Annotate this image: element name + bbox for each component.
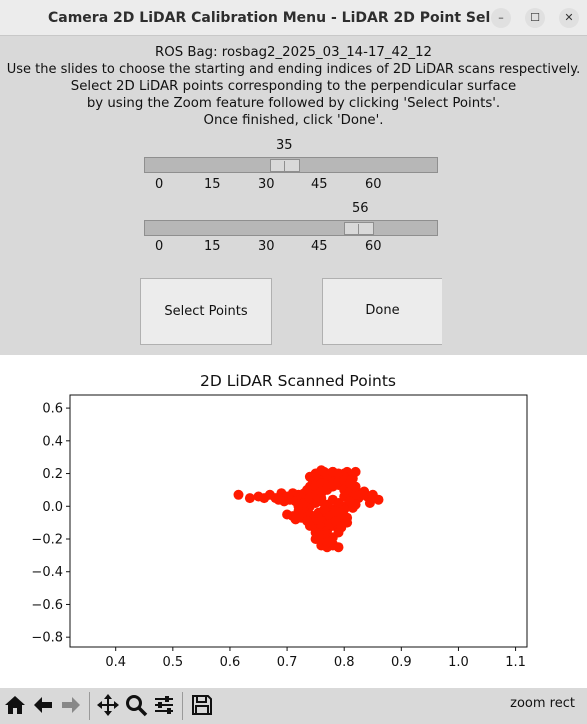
x-tick-label: 0.6	[220, 655, 241, 670]
start-slider-tick: 0	[155, 177, 164, 192]
y-tick-label: −0.8	[31, 631, 63, 646]
y-tick-label: −0.6	[31, 598, 63, 613]
scatter-point	[322, 537, 333, 548]
toolbar-separator	[182, 692, 183, 720]
instruction-line-1: Use the slides to choose the starting an…	[6, 62, 581, 77]
chart-title: 2D LiDAR Scanned Points	[200, 372, 396, 390]
end-slider-handle[interactable]	[344, 222, 374, 235]
maximize-button[interactable]: ☐	[525, 8, 545, 28]
scatter-point	[244, 493, 255, 504]
pan-icon[interactable]	[95, 693, 121, 719]
start-slider-tick: 60	[365, 177, 382, 192]
end-slider-tick: 45	[311, 239, 328, 254]
scatter-point	[333, 542, 344, 553]
scatter-point	[282, 509, 293, 520]
scatter-point	[319, 504, 330, 515]
forward-arrow-icon[interactable]	[58, 693, 84, 719]
navigation-toolbar: zoom rect	[0, 688, 587, 724]
toolbar-mode-text: zoom rect	[510, 696, 575, 711]
scatter-point	[330, 516, 341, 526]
x-tick-label: 0.9	[391, 655, 412, 670]
y-tick-label: 0.0	[42, 500, 63, 515]
minimize-button[interactable]: –	[491, 8, 511, 28]
title-bar: Camera 2D LiDAR Calibration Menu - LiDAR…	[0, 0, 587, 36]
start-slider-value: 35	[276, 138, 293, 153]
save-icon[interactable]	[189, 693, 215, 719]
y-tick-label: −0.4	[31, 565, 63, 580]
start-slider-tick: 15	[204, 177, 221, 192]
rosbag-label: ROS Bag: rosbag2_2025_03_14-17_42_12	[155, 45, 432, 60]
zoom-icon[interactable]	[123, 693, 149, 719]
x-tick-label: 1.0	[448, 655, 469, 670]
scatter-point	[350, 499, 361, 510]
start-index-slider[interactable]	[144, 157, 438, 173]
start-slider-tick: 45	[311, 177, 328, 192]
scatter-chart: 2D LiDAR Scanned Points 0.4 0.5 0.6 0.7 0.8 0…	[31, 372, 528, 670]
back-arrow-icon[interactable]	[30, 693, 56, 719]
subplots-icon[interactable]	[151, 693, 177, 719]
instruction-line-2: Select 2D LiDAR points corresponding to …	[70, 79, 517, 94]
end-slider-value: 56	[352, 201, 369, 216]
close-button[interactable]: ✕	[559, 8, 579, 28]
select-points-button[interactable]: Select Points	[140, 278, 272, 345]
start-slider-handle[interactable]	[270, 159, 300, 172]
scatter-point	[350, 466, 361, 477]
plot-frame	[69, 394, 528, 648]
x-tick-label: 0.5	[162, 655, 183, 670]
y-tick-label: 0.2	[42, 467, 63, 482]
scatter-point	[364, 498, 375, 508]
x-tick-label: 0.4	[105, 655, 126, 670]
end-slider-tick: 30	[258, 239, 275, 254]
scatter-point	[233, 489, 244, 500]
plot-canvas[interactable]: 2D LiDAR Scanned Points 0.4 0.5 0.6 0.7 0.8 0…	[0, 355, 587, 688]
x-tick-label: 0.8	[334, 655, 355, 670]
y-tick-label: 0.4	[42, 434, 63, 449]
scatter-point	[342, 517, 353, 528]
toolbar-separator	[89, 692, 90, 720]
end-index-slider[interactable]	[144, 220, 438, 236]
y-tick-label: 0.6	[42, 402, 63, 417]
end-slider-tick: 15	[204, 239, 221, 254]
instruction-line-3: by using the Zoom feature followed by cl…	[86, 96, 501, 111]
scatter-point	[302, 516, 313, 526]
scatter-point	[350, 489, 361, 500]
scatter-point	[359, 486, 370, 497]
end-slider-tick: 60	[365, 239, 382, 254]
home-icon[interactable]	[2, 693, 28, 719]
scatter-point	[273, 494, 284, 505]
start-slider-tick: 30	[258, 177, 275, 192]
scatter-point	[373, 494, 384, 505]
end-slider-tick: 0	[155, 239, 164, 254]
scatter-point	[333, 498, 344, 508]
instruction-line-4: Once finished, click 'Done'.	[203, 113, 384, 128]
y-tick-label: −0.2	[31, 533, 63, 548]
x-tick-label: 0.7	[277, 655, 298, 670]
done-button[interactable]: Done	[322, 278, 442, 345]
x-tick-label: 1.1	[505, 655, 526, 670]
scatter-point	[350, 481, 361, 492]
window-title: Camera 2D LiDAR Calibration Menu - LiDAR…	[48, 10, 491, 26]
